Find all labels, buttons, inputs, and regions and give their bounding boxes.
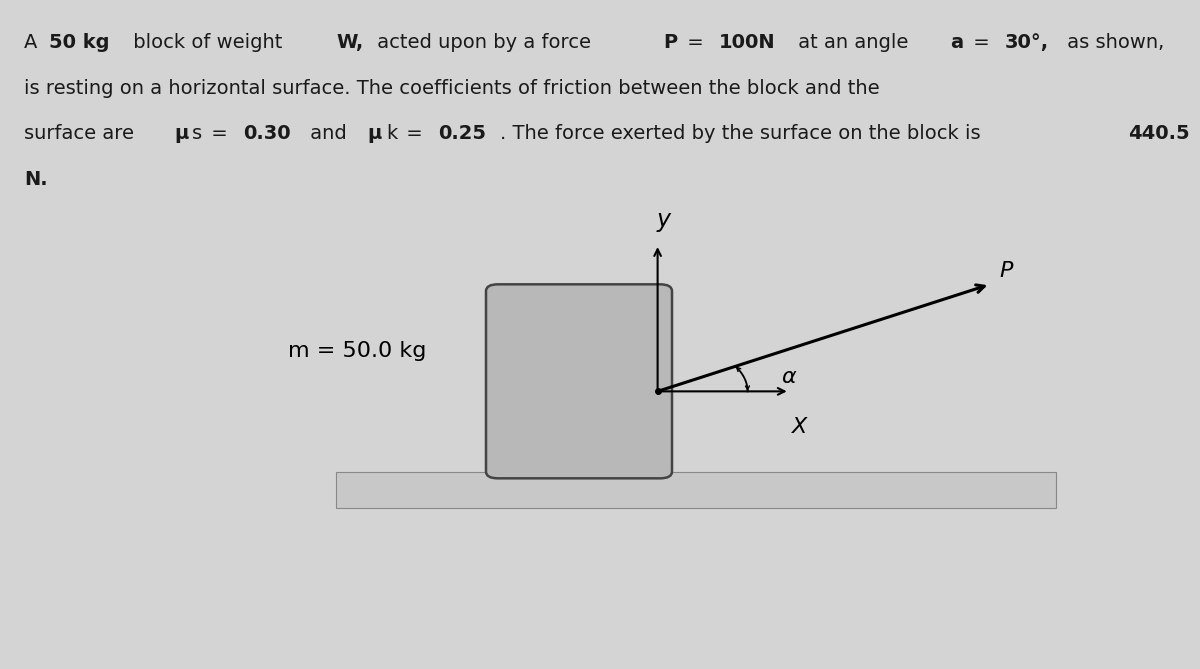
Text: 30°,: 30°,	[1004, 33, 1049, 52]
FancyBboxPatch shape	[486, 284, 672, 478]
Text: is resting on a horizontal surface. The coefficients of friction between the blo: is resting on a horizontal surface. The …	[24, 79, 880, 98]
Text: 100N: 100N	[719, 33, 775, 52]
Text: acted upon by a force: acted upon by a force	[371, 33, 598, 52]
Text: m = 50.0 kg: m = 50.0 kg	[288, 341, 426, 361]
Text: block of weight: block of weight	[127, 33, 289, 52]
Text: as shown,: as shown,	[1061, 33, 1164, 52]
Text: a: a	[950, 33, 964, 52]
Text: s: s	[192, 124, 203, 143]
Text: W,: W,	[336, 33, 364, 52]
Text: P: P	[664, 33, 677, 52]
Text: 440.5: 440.5	[1128, 124, 1189, 143]
Text: at an angle: at an angle	[792, 33, 914, 52]
Text: μ: μ	[174, 124, 188, 143]
Text: A: A	[24, 33, 43, 52]
Text: P: P	[1000, 261, 1013, 281]
Text: y: y	[656, 208, 671, 232]
Text: 0.30: 0.30	[242, 124, 290, 143]
Text: and: and	[305, 124, 353, 143]
Text: =: =	[205, 124, 234, 143]
Text: =: =	[682, 33, 710, 52]
Text: 0.25: 0.25	[438, 124, 486, 143]
Text: μ: μ	[367, 124, 382, 143]
Text: =: =	[401, 124, 430, 143]
Text: N.: N.	[24, 170, 48, 189]
Text: α: α	[781, 367, 796, 387]
Text: . The force exerted by the surface on the block is: . The force exerted by the surface on th…	[500, 124, 986, 143]
Bar	[336, 472, 1056, 508]
Text: =: =	[967, 33, 996, 52]
Text: surface are: surface are	[24, 124, 140, 143]
Text: X: X	[792, 417, 806, 437]
Text: k: k	[386, 124, 397, 143]
Text: 50 kg: 50 kg	[49, 33, 110, 52]
